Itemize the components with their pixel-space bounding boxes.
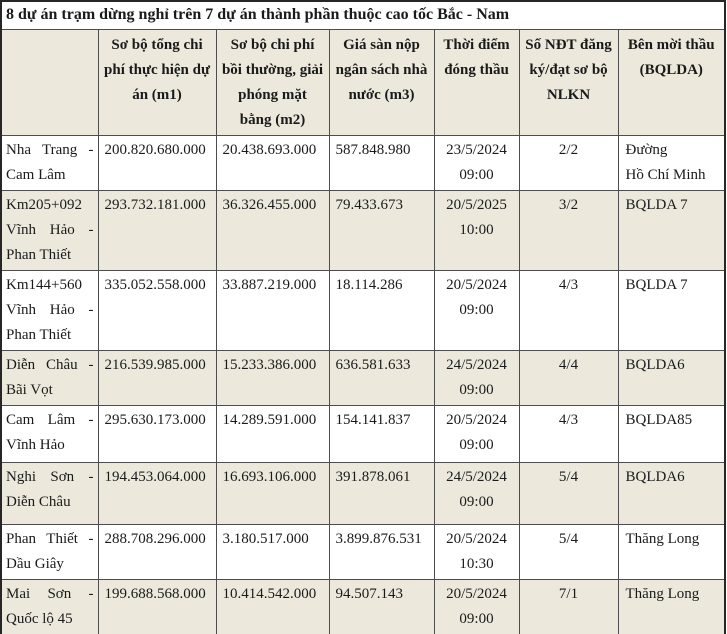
col-header-m1: Sơ bộ tổng chi phí thực hiện dự án (m1) bbox=[97, 28, 217, 136]
cell-close-time: 23/5/2024 09:00 bbox=[433, 134, 520, 191]
cell-m2: 36.326.455.000 bbox=[215, 189, 330, 271]
cell-m2: 10.414.542.000 bbox=[215, 578, 330, 634]
close-hour: 10:30 bbox=[459, 555, 494, 572]
cell-close-time: 24/5/2024 09:00 bbox=[433, 461, 520, 525]
table-row: Km205+092 Vĩnh Hảo - Phan Thiết 293.732.… bbox=[0, 189, 726, 271]
cell-m2: 15.233.386.000 bbox=[215, 349, 330, 406]
cell-route: Km144+560 Vĩnh Hảo - Phan Thiết bbox=[0, 269, 99, 351]
close-date: 20/5/2024 bbox=[446, 276, 507, 293]
cell-bqlda: BQLDA 7 bbox=[617, 269, 726, 351]
close-hour: 10:00 bbox=[459, 221, 494, 238]
table-row: Nha Trang - Cam Lâm 200.820.680.000 20.4… bbox=[0, 134, 726, 191]
table-row: Km144+560 Vĩnh Hảo - Phan Thiết 335.052.… bbox=[0, 269, 726, 351]
cell-m3: 154.141.837 bbox=[328, 404, 435, 463]
cell-m3: 587.848.980 bbox=[328, 134, 435, 191]
close-date: 24/5/2024 bbox=[446, 356, 507, 373]
cell-bqlda: BQLDA 7 bbox=[617, 189, 726, 271]
table-row: Diễn Châu - Bãi Vọt 216.539.985.000 15.2… bbox=[0, 349, 726, 406]
cell-route: Nha Trang - Cam Lâm bbox=[0, 134, 99, 191]
close-date: 20/5/2024 bbox=[446, 530, 507, 547]
col-header-m3: Giá sàn nộp ngân sách nhà nước (m3) bbox=[328, 28, 435, 136]
cell-ndt: 3/2 bbox=[518, 189, 619, 271]
cell-m3: 79.433.673 bbox=[328, 189, 435, 271]
close-date: 23/5/2024 bbox=[446, 141, 507, 158]
cell-route: Nghi Sơn - Diễn Châu bbox=[0, 461, 99, 525]
close-hour: 09:00 bbox=[459, 436, 494, 453]
cell-m1: 199.688.568.000 bbox=[97, 578, 217, 634]
cell-bqlda: Thăng Long bbox=[617, 523, 726, 580]
cell-m1: 194.453.064.000 bbox=[97, 461, 217, 525]
table-row: Phan Thiết - Dầu Giây 288.708.296.000 3.… bbox=[0, 523, 726, 580]
cell-m2: 14.289.591.000 bbox=[215, 404, 330, 463]
cell-bqlda: Thăng Long bbox=[617, 578, 726, 634]
cell-bqlda: BQLDA6 bbox=[617, 349, 726, 406]
cell-m1: 335.052.558.000 bbox=[97, 269, 217, 351]
cell-ndt: 5/4 bbox=[518, 523, 619, 580]
close-hour: 09:00 bbox=[459, 493, 494, 510]
page-title: 8 dự án trạm dừng nghỉ trên 7 dự án thàn… bbox=[0, 0, 726, 30]
cell-close-time: 20/5/2024 09:00 bbox=[433, 269, 520, 351]
cell-m1: 216.539.985.000 bbox=[97, 349, 217, 406]
cell-m3: 3.899.876.531 bbox=[328, 523, 435, 580]
close-date: 20/5/2024 bbox=[446, 585, 507, 602]
cell-m2: 16.693.106.000 bbox=[215, 461, 330, 525]
close-hour: 09:00 bbox=[459, 301, 494, 318]
cell-ndt: 4/4 bbox=[518, 349, 619, 406]
cell-ndt: 5/4 bbox=[518, 461, 619, 525]
cell-ndt: 4/3 bbox=[518, 269, 619, 351]
cell-close-time: 20/5/2024 09:00 bbox=[433, 578, 520, 634]
close-hour: 09:00 bbox=[459, 166, 494, 183]
cell-close-time: 20/5/2024 10:30 bbox=[433, 523, 520, 580]
cell-route: Km205+092 Vĩnh Hảo - Phan Thiết bbox=[0, 189, 99, 271]
cell-m3: 391.878.061 bbox=[328, 461, 435, 525]
cell-close-time: 24/5/2024 09:00 bbox=[433, 349, 520, 406]
cell-m2: 33.887.219.000 bbox=[215, 269, 330, 351]
cell-route: Diễn Châu - Bãi Vọt bbox=[0, 349, 99, 406]
cell-m1: 293.732.181.000 bbox=[97, 189, 217, 271]
col-header-close-time: Thời điểm đóng thầu bbox=[433, 28, 520, 136]
close-date: 24/5/2024 bbox=[446, 468, 507, 485]
cell-m2: 3.180.517.000 bbox=[215, 523, 330, 580]
close-date: 20/5/2024 bbox=[446, 411, 507, 428]
table-row: Nghi Sơn - Diễn Châu 194.453.064.000 16.… bbox=[0, 461, 726, 525]
cell-bqlda: BQLDA6 bbox=[617, 461, 726, 525]
close-hour: 09:00 bbox=[459, 610, 494, 627]
table-row: Mai Sơn - Quốc lộ 45 199.688.568.000 10.… bbox=[0, 578, 726, 634]
cell-bqlda: BQLDA85 bbox=[617, 404, 726, 463]
cell-m3: 94.507.143 bbox=[328, 578, 435, 634]
cell-route: Phan Thiết - Dầu Giây bbox=[0, 523, 99, 580]
cell-route: Cam Lâm - Vĩnh Hảo bbox=[0, 404, 99, 463]
cell-close-time: 20/5/2024 09:00 bbox=[433, 404, 520, 463]
close-hour: 09:00 bbox=[459, 381, 494, 398]
cell-ndt: 7/1 bbox=[518, 578, 619, 634]
col-header-m2: Sơ bộ chi phí bồi thường, giải phóng mặt… bbox=[215, 28, 330, 136]
cell-ndt: 4/3 bbox=[518, 404, 619, 463]
cell-m1: 295.630.173.000 bbox=[97, 404, 217, 463]
col-header-route bbox=[0, 28, 99, 136]
cell-close-time: 20/5/2025 10:00 bbox=[433, 189, 520, 271]
cell-m3: 18.114.286 bbox=[328, 269, 435, 351]
cell-m1: 200.820.680.000 bbox=[97, 134, 217, 191]
header-row: Sơ bộ tổng chi phí thực hiện dự án (m1) … bbox=[0, 28, 726, 136]
col-header-ndt: Số NĐT đăng ký/đạt sơ bộ NLKN bbox=[518, 28, 619, 136]
cell-m1: 288.708.296.000 bbox=[97, 523, 217, 580]
table-row: Cam Lâm - Vĩnh Hảo 295.630.173.000 14.28… bbox=[0, 404, 726, 463]
cell-ndt: 2/2 bbox=[518, 134, 619, 191]
cell-route: Mai Sơn - Quốc lộ 45 bbox=[0, 578, 99, 634]
title-row: 8 dự án trạm dừng nghỉ trên 7 dự án thàn… bbox=[0, 0, 726, 30]
col-header-bqlda: Bên mời thầu (BQLDA) bbox=[617, 28, 726, 136]
cell-m3: 636.581.633 bbox=[328, 349, 435, 406]
cell-m2: 20.438.693.000 bbox=[215, 134, 330, 191]
cell-bqlda: Đường Hồ Chí Minh bbox=[617, 134, 726, 191]
close-date: 20/5/2025 bbox=[446, 196, 507, 213]
